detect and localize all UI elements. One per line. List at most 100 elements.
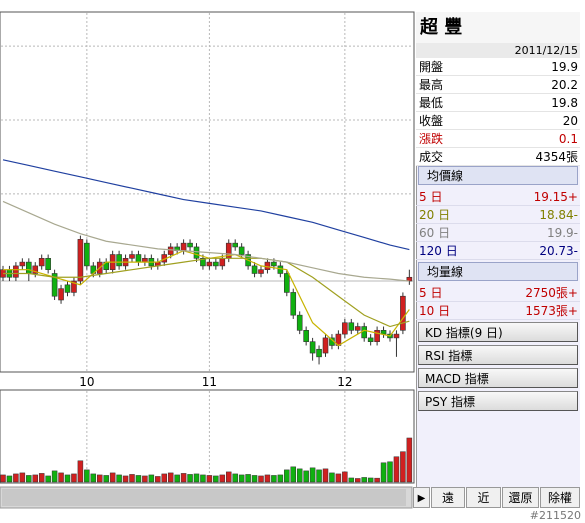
volume-ma-row: 5 日 2750張+ xyxy=(416,284,580,302)
volume-bar xyxy=(103,475,109,483)
candle-body xyxy=(277,265,284,274)
volume-bar xyxy=(200,474,206,483)
volume-bar xyxy=(271,475,277,483)
indicator-button[interactable]: PSY 指標 xyxy=(418,391,578,411)
volume-bar xyxy=(322,468,329,483)
volume-bar xyxy=(213,475,219,483)
volume-bar xyxy=(161,473,167,483)
candle-body xyxy=(380,330,387,335)
volume-bar xyxy=(406,437,413,483)
ma-label: 5 日 xyxy=(419,286,443,300)
volume-bar xyxy=(26,475,32,483)
ma-row: 60 日 19.9- xyxy=(416,224,580,242)
toolbar-button[interactable]: 還原 xyxy=(502,487,539,508)
volume-bar xyxy=(193,473,200,483)
volume-bar xyxy=(109,472,116,483)
play-button[interactable]: ▶ xyxy=(413,487,430,508)
volume-bar xyxy=(374,477,380,483)
volume-bar xyxy=(51,470,58,483)
candle-body xyxy=(290,292,297,316)
ma-value: 1573張+ xyxy=(525,304,578,318)
volume-bar xyxy=(251,475,258,483)
ma-value: 18.84- xyxy=(539,208,578,222)
volume-bar xyxy=(290,466,296,483)
candle-body xyxy=(71,280,77,293)
candle-body xyxy=(13,265,19,278)
chart: 10 11 12 xyxy=(0,11,415,509)
volume-bar xyxy=(232,473,238,483)
candle-body xyxy=(367,337,374,342)
toolbar-button[interactable]: 遠 xyxy=(431,487,465,508)
candle-body xyxy=(238,246,245,255)
quote-label: 收盤 xyxy=(419,114,444,128)
ma-row: 5 日 19.15+ xyxy=(416,188,580,206)
volume-bar xyxy=(264,474,271,483)
volume-bar xyxy=(187,474,193,483)
candle-body xyxy=(264,261,271,270)
indicator-button[interactable]: MACD 指標 xyxy=(418,368,578,388)
candle-body xyxy=(232,242,238,248)
candle-body xyxy=(25,261,32,274)
volume-bar xyxy=(296,468,303,483)
quote-rows: 開盤 19.9 最高 20.2 最低 19.8 收盤 20 漲跌 0.1 成交 4354張 xyxy=(416,58,580,166)
volume-bar xyxy=(367,477,374,483)
ma-row: 20 日 18.84- xyxy=(416,206,580,224)
ma-label: 20 日 xyxy=(419,208,451,222)
quote-value: 19.8 xyxy=(551,96,578,110)
candle-body xyxy=(393,333,400,339)
volume-bar xyxy=(148,474,155,483)
volume-bar xyxy=(206,475,213,483)
candle-body xyxy=(187,242,193,248)
stock-name: 超 豐 xyxy=(416,12,580,43)
candle-body xyxy=(116,254,122,267)
indicator-buttons: KD 指標(9 日) RSI 指標 MACD 指標 PSY 指標 xyxy=(416,322,580,414)
ma-label: 5 日 xyxy=(419,190,443,204)
volume-ma-rows: 5 日 2750張+ 10 日 1573張+ xyxy=(416,284,580,320)
candle-body xyxy=(213,261,219,267)
volume-ma-row: 10 日 1573張+ xyxy=(416,302,580,320)
ma-value: 19.15+ xyxy=(533,190,578,204)
volume-bar xyxy=(335,473,342,483)
volume-panel xyxy=(0,389,415,484)
candle-body xyxy=(84,242,90,267)
candle-body xyxy=(64,284,71,293)
volume-bar xyxy=(277,474,284,483)
volume-bar xyxy=(309,467,316,483)
ma-label: 120 日 xyxy=(419,244,458,258)
price-ma-rows: 5 日 19.15+ 20 日 18.84- 60 日 19.9- 120 日 20.73- xyxy=(416,188,580,260)
volume-bar xyxy=(167,472,174,483)
volume-bar xyxy=(361,477,367,483)
volume-bar xyxy=(116,474,122,483)
indicator-button[interactable]: RSI 指標 xyxy=(418,345,578,365)
ma-value: 20.73- xyxy=(539,244,578,258)
volume-bar xyxy=(64,474,71,483)
indicator-button[interactable]: KD 指標(9 日) xyxy=(418,322,578,342)
volume-bar xyxy=(142,475,148,483)
volume-bar xyxy=(13,473,19,483)
volume-bar xyxy=(303,470,309,483)
moving-average-line xyxy=(2,159,410,251)
toolbar-button[interactable]: 近 xyxy=(466,487,501,508)
candle-body xyxy=(400,295,406,331)
candle-body xyxy=(219,258,226,267)
candle-body xyxy=(45,258,51,270)
scroll-thumb[interactable] xyxy=(2,489,406,506)
quote-label: 漲跌 xyxy=(419,132,444,146)
toolbar-button[interactable]: 除權 xyxy=(540,487,580,508)
moving-average-line xyxy=(3,257,410,328)
volume-bar xyxy=(71,473,77,483)
quote-row: 最高 20.2 xyxy=(416,76,580,94)
volume-bar xyxy=(258,475,264,483)
moving-average-line xyxy=(2,200,410,282)
x-tick-label: 10 xyxy=(79,375,94,389)
volume-bar xyxy=(97,474,103,483)
volume-bar xyxy=(226,471,232,483)
volume-bar xyxy=(77,460,84,483)
date: 2011/12/15 xyxy=(416,43,580,58)
quote-row: 漲跌 0.1 xyxy=(416,130,580,148)
volume-bar xyxy=(400,451,406,483)
volume-bar xyxy=(180,473,187,483)
volume-bar xyxy=(219,474,226,483)
candle-body xyxy=(342,322,348,335)
x-tick-label: 12 xyxy=(337,375,352,389)
